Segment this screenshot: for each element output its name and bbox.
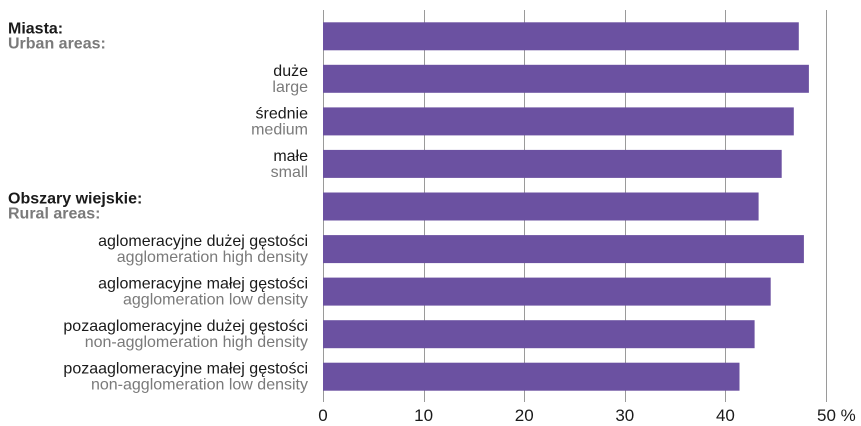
category-label-en-2: medium: [251, 121, 308, 138]
category-label-pl-3: małe: [273, 148, 308, 165]
x-axis-ticks: 0 10 20 30 40 50 %: [318, 406, 855, 425]
bar-4: [323, 193, 759, 221]
x-tick-label-0: 0: [318, 406, 327, 425]
category-label-pl-6: aglomeracyjne małej gęstości: [98, 276, 308, 293]
category-label-pl-2: średnie: [256, 105, 309, 122]
bar-7: [323, 320, 755, 348]
category-label-pl-1: duże: [273, 63, 308, 80]
bar-8: [323, 363, 740, 391]
category-label-pl-8: pozaaglomeracyjne małej gęstości: [63, 361, 308, 378]
category-label-en-8: non-agglomeration low density: [91, 377, 308, 394]
category-label-pl-7: pozaaglomeracyjne dużej gęstości: [63, 318, 308, 335]
bar-0: [323, 22, 799, 50]
group-label-en-0: Urban areas:: [8, 35, 106, 52]
category-label-en-3: small: [271, 164, 308, 181]
category-label-pl-5: aglomeracyjne dużej gęstości: [98, 233, 308, 250]
category-label-en-6: agglomeration low density: [123, 292, 308, 309]
x-tick-label-5: 50 %: [817, 406, 856, 425]
category-labels: Miasta:Urban areas:dużelargeśredniemediu…: [8, 20, 308, 393]
category-label-en-1: large: [272, 79, 308, 96]
group-label-en-4: Rural areas:: [8, 206, 101, 223]
bar-1: [323, 65, 809, 93]
category-label-en-5: agglomeration high density: [117, 249, 308, 266]
x-tick-label-4: 40: [716, 406, 735, 425]
x-tick-label-1: 10: [414, 406, 433, 425]
bar-3: [323, 150, 782, 178]
bar-2: [323, 107, 794, 135]
category-label-en-7: non-agglomeration high density: [85, 334, 308, 351]
bars: [323, 22, 809, 390]
bar-6: [323, 278, 771, 306]
x-tick-label-3: 30: [615, 406, 634, 425]
x-tick-label-2: 20: [515, 406, 534, 425]
bar-5: [323, 235, 804, 263]
